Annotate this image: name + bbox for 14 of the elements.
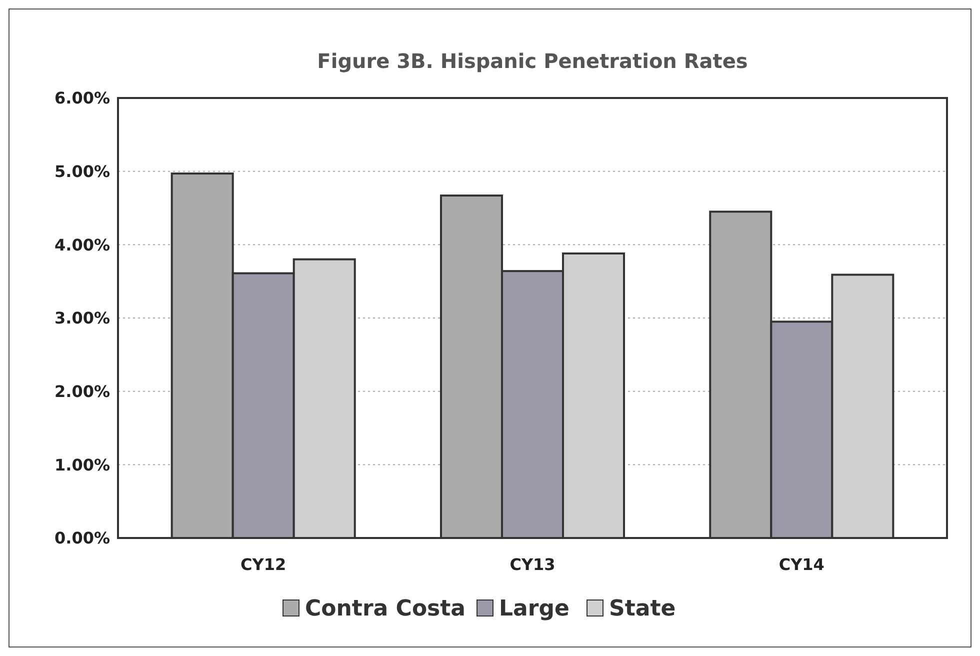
legend-label: State: [609, 596, 676, 622]
x-tick-label: CY12: [240, 555, 286, 574]
y-tick-label: 1.00%: [54, 455, 110, 474]
y-tick-label: 0.00%: [54, 528, 110, 548]
chart-title: Figure 3B. Hispanic Penetration Rates: [317, 49, 748, 73]
x-tick-label: CY13: [510, 555, 556, 574]
y-tick-label: 2.00%: [54, 382, 110, 401]
legend-label: Large: [499, 596, 570, 622]
y-tick-label: 4.00%: [54, 235, 110, 254]
y-tick-label: 3.00%: [54, 308, 110, 328]
y-tick-label: 5.00%: [54, 162, 110, 181]
y-tick-label: 6.00%: [54, 88, 110, 108]
legend-label: Contra Costa: [305, 596, 466, 622]
x-tick-label: CY14: [778, 555, 824, 574]
